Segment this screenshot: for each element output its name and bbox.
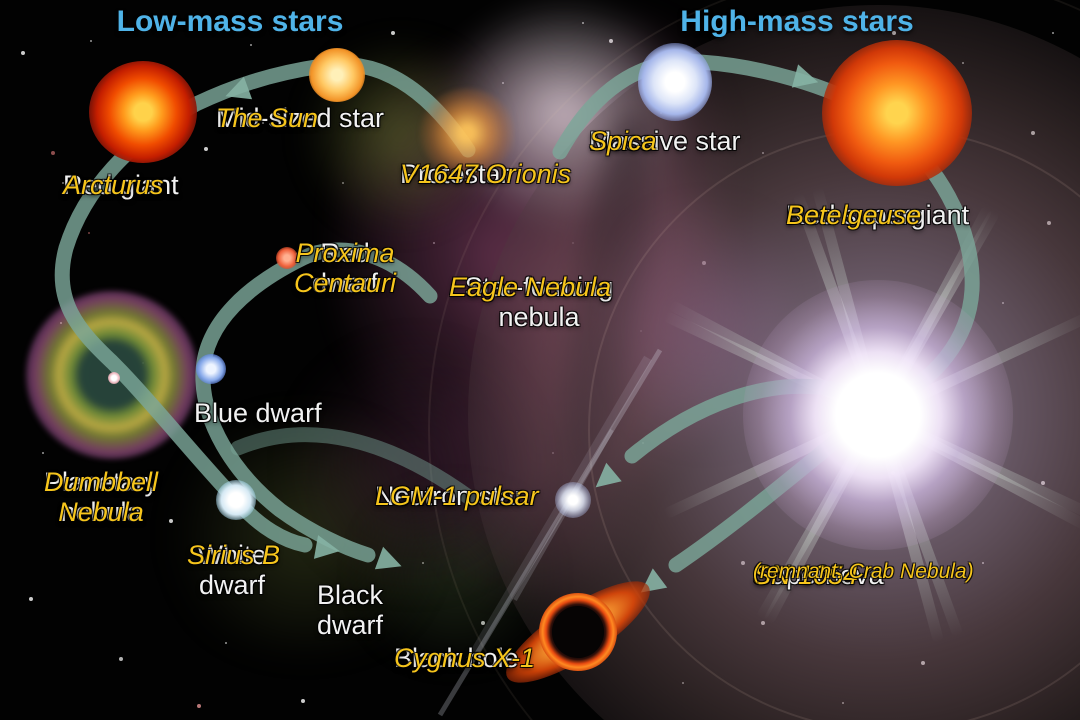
label-red-giant-example: Arcturus <box>63 170 164 200</box>
label-neutron-star-name: Neutron star <box>375 481 524 511</box>
label-protostar-name: Protostar <box>400 159 510 189</box>
white-dwarf-star <box>216 480 256 520</box>
planetary-nebula-central-star <box>108 372 120 384</box>
massive-star-spica <box>638 43 712 121</box>
label-red-dwarf-example: Proxima Centauri <box>293 238 397 299</box>
sun-star <box>309 48 365 102</box>
label-neutron-star-example: LGM-1 pulsar <box>375 481 539 511</box>
label-mid-sized-star-example: The Sun <box>216 103 319 133</box>
neutron-star-image <box>555 482 591 518</box>
protostar-glow <box>419 88 515 178</box>
red-dwarf-star <box>276 247 298 269</box>
label-white-dwarf-name: White dwarf <box>197 540 267 601</box>
label-planetary-nebula-example: Dumbbell Nebula <box>43 467 159 528</box>
label-mid-sized-star-name: Mid-sized star <box>216 103 385 133</box>
label-black-hole-name: Black hole <box>394 643 519 673</box>
red-giant-star <box>89 61 197 163</box>
label-red-supergiant-example: Betelgeuse <box>786 200 922 230</box>
label-white-dwarf-example: Sirius B <box>187 540 281 570</box>
arrow-lower-sweep <box>230 427 478 506</box>
label-supernova-name: Supernova <box>753 560 884 590</box>
label-blue-dwarf-name: Blue dwarf <box>194 398 322 428</box>
label-star-forming-nebula-name: Star-forming nebula <box>464 272 614 333</box>
label-star-forming-nebula-example: Eagle Nebula <box>449 272 612 302</box>
label-red-dwarf-name: Red dwarf <box>311 238 379 299</box>
label-black-dwarf-name: Black dwarf <box>316 580 384 641</box>
header-low-mass-stars: Low-mass stars <box>116 5 344 38</box>
blue-dwarf-star <box>196 354 226 384</box>
supernova-core <box>743 280 1013 550</box>
label-red-supergiant-name: Red supergiant <box>786 200 970 230</box>
label-planetary-nebula-name: Planetary nebula <box>43 467 159 528</box>
label-massive-star-name: Massive star <box>589 126 741 156</box>
label-supernova-example: SN 1054 <box>753 560 859 590</box>
red-supergiant-star <box>822 40 972 186</box>
label-protostar-example: V1647 Orionis <box>400 159 572 189</box>
label-black-hole-example: Cygnus X-1 <box>394 643 536 673</box>
label-massive-star-example: Spica <box>589 126 657 156</box>
label-red-giant-name: Red giant <box>63 170 179 200</box>
header-high-mass-stars: High-mass stars <box>680 5 914 38</box>
label-supernova-note: (remnant: Crab Nebula) <box>753 560 974 583</box>
